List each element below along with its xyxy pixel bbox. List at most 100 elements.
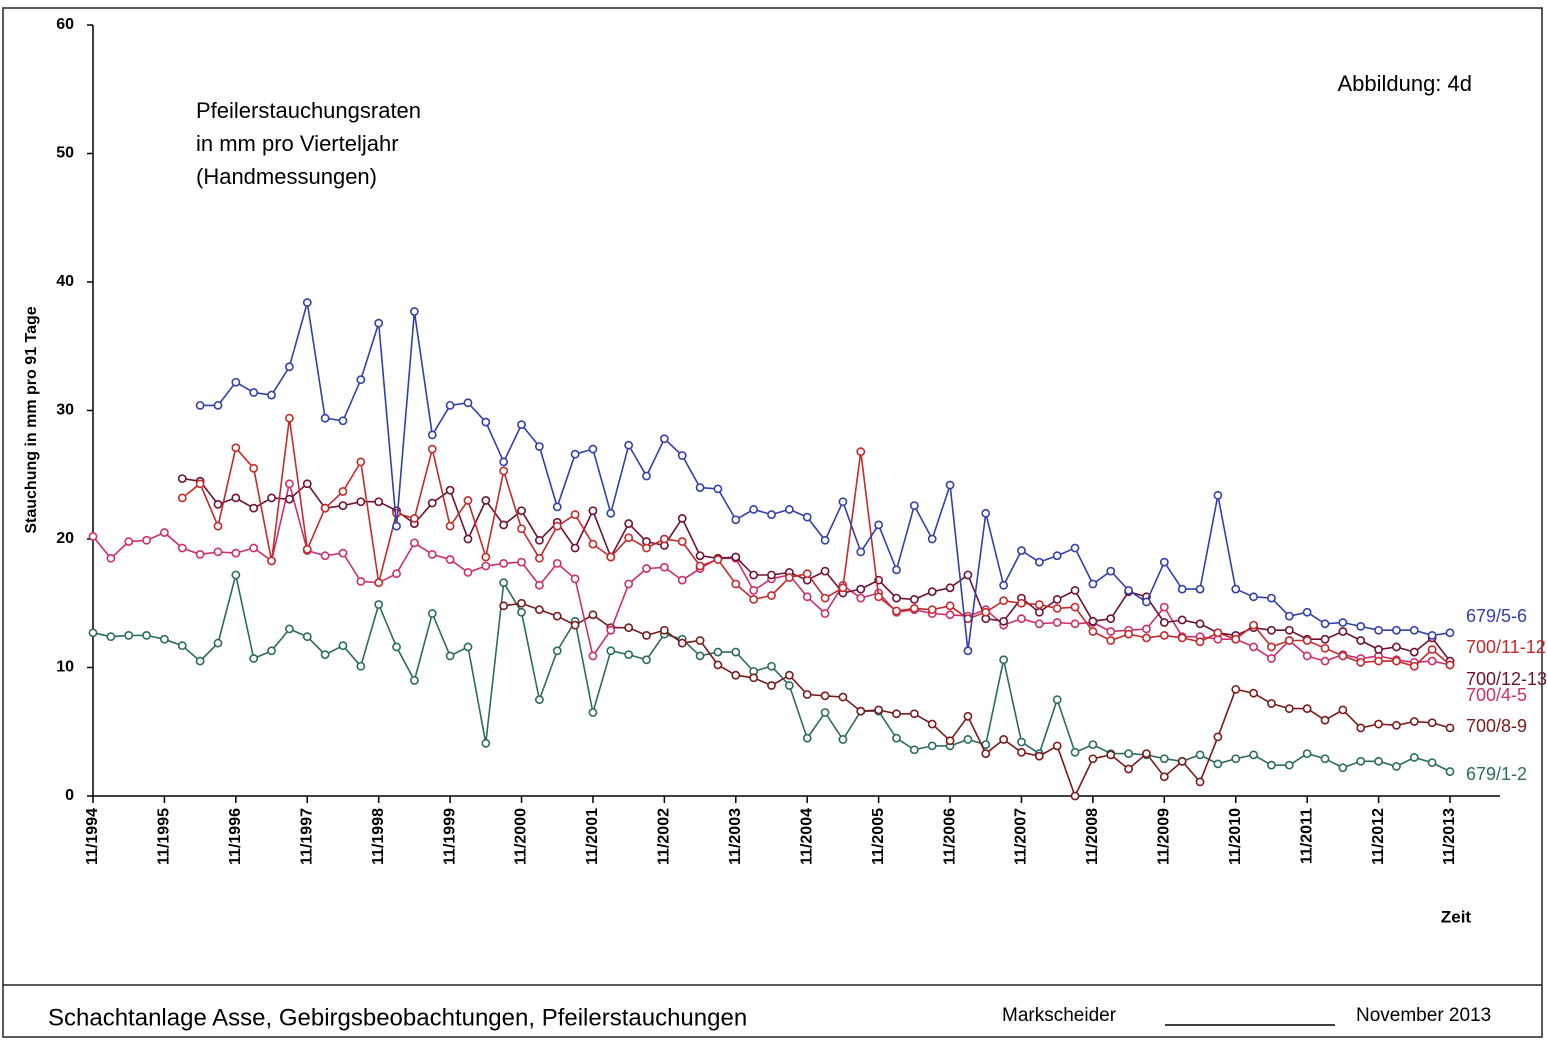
data-point	[570, 449, 580, 459]
data-point	[1249, 620, 1258, 630]
data-point	[374, 600, 384, 609]
data-point	[802, 569, 812, 579]
data-point	[1195, 777, 1205, 787]
data-point	[302, 544, 312, 554]
data-point	[1374, 656, 1383, 666]
data-point	[1338, 763, 1348, 773]
data-point	[267, 556, 276, 566]
data-point	[231, 443, 241, 453]
data-point	[784, 681, 794, 690]
data-point	[874, 520, 884, 530]
data-point	[392, 642, 401, 652]
x-tick-label: 11/2000	[513, 808, 530, 865]
data-point	[1017, 747, 1026, 757]
data-point	[1195, 637, 1205, 647]
data-point	[1088, 627, 1098, 636]
data-point	[338, 641, 348, 651]
data-point	[356, 661, 366, 671]
data-point	[945, 610, 955, 620]
data-point	[445, 651, 455, 661]
data-point	[1052, 695, 1062, 705]
data-point	[1213, 490, 1223, 500]
data-point	[570, 574, 580, 584]
data-point	[1267, 625, 1276, 635]
data-point	[463, 534, 473, 544]
data-point	[749, 505, 759, 514]
data-point	[481, 417, 491, 427]
data-point	[999, 580, 1009, 590]
data-point	[1374, 719, 1383, 729]
data-point	[534, 442, 544, 451]
data-point	[1195, 584, 1205, 594]
data-point	[963, 570, 973, 580]
data-point	[1356, 621, 1366, 631]
data-point	[659, 625, 669, 635]
data-point	[1017, 737, 1026, 747]
data-point	[820, 691, 830, 701]
data-point	[267, 646, 276, 656]
frame	[2, 7, 1543, 1038]
data-point	[1392, 642, 1401, 652]
data-point	[445, 555, 455, 564]
data-point	[784, 670, 794, 680]
data-point	[1427, 718, 1437, 728]
data-point	[1106, 614, 1116, 624]
data-point	[731, 552, 741, 562]
data-point	[749, 673, 759, 683]
data-point	[1445, 628, 1455, 638]
data-point	[588, 444, 598, 454]
data-point	[695, 651, 705, 661]
data-point	[463, 398, 473, 408]
data-point	[445, 400, 455, 410]
data-point	[999, 655, 1009, 665]
data-point	[731, 515, 741, 525]
data-point	[1427, 656, 1437, 666]
data-point	[1034, 619, 1044, 629]
data-point	[427, 498, 437, 508]
data-point	[731, 670, 741, 680]
data-point	[570, 543, 580, 553]
data-point	[1320, 643, 1330, 653]
data-point	[231, 570, 241, 580]
data-point	[624, 519, 634, 528]
data-point	[1338, 627, 1348, 636]
data-point	[88, 532, 98, 541]
data-point	[1159, 772, 1169, 782]
data-point	[374, 497, 384, 507]
data-point	[874, 705, 884, 715]
data-point	[892, 565, 901, 575]
data-point	[606, 552, 616, 562]
data-point	[338, 548, 348, 558]
footer-text: Schachtanlage Asse, Gebirgsbeobachtungen…	[48, 1004, 747, 1031]
figure-label: Abbildung: 4d	[1337, 71, 1472, 96]
data-point	[534, 695, 544, 705]
series-label: 679/1-2	[1466, 764, 1527, 784]
data-point	[320, 503, 330, 513]
data-point	[1302, 749, 1312, 758]
data-point	[1159, 754, 1169, 764]
data-point	[213, 547, 223, 557]
data-point	[624, 650, 634, 660]
data-point	[1052, 594, 1062, 604]
data-point	[499, 578, 509, 588]
data-point	[1106, 750, 1116, 760]
data-point	[624, 623, 634, 633]
data-point	[1034, 607, 1044, 617]
data-point	[1017, 598, 1026, 608]
data-point	[302, 632, 312, 642]
data-point	[909, 501, 919, 510]
data-point	[177, 493, 187, 503]
x-tick-label: 11/2007	[1013, 808, 1030, 865]
data-point	[802, 592, 812, 602]
data-point	[1409, 717, 1419, 726]
data-point	[552, 559, 562, 568]
data-point	[249, 543, 259, 553]
data-point	[356, 577, 366, 586]
data-point	[1374, 645, 1383, 654]
data-point	[409, 307, 419, 316]
data-point	[517, 506, 526, 516]
data-point	[534, 580, 544, 590]
data-point	[1249, 642, 1258, 652]
data-point	[856, 706, 866, 716]
footer-date: November 2013	[1356, 1005, 1491, 1026]
